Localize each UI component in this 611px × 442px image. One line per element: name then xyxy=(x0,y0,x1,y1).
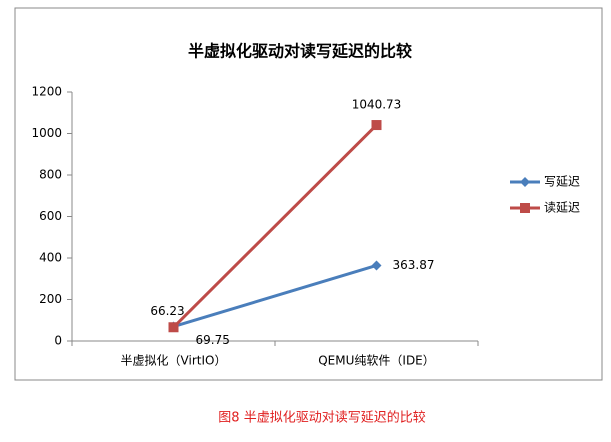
legend-marker xyxy=(520,177,530,187)
y-tick-label: 1200 xyxy=(31,85,62,99)
data-label: 1040.73 xyxy=(352,98,402,112)
y-tick-label: 1000 xyxy=(31,126,62,140)
data-label: 363.87 xyxy=(393,258,435,272)
caption: 图8 半虚拟化驱动对读写延迟的比较 xyxy=(218,410,425,426)
legend-marker xyxy=(520,203,530,213)
legend-label: 写延迟 xyxy=(544,175,580,189)
x-tick-label: QEMU纯软件（IDE） xyxy=(318,354,435,368)
point xyxy=(371,120,382,131)
data-label: 69.75 xyxy=(196,333,230,347)
y-tick-label: 200 xyxy=(39,292,62,306)
data-label: 66.23 xyxy=(150,304,184,318)
x-tick-label: 半虚拟化（VirtIO） xyxy=(121,354,227,368)
y-tick-label: 0 xyxy=(54,334,62,348)
legend-label: 读延迟 xyxy=(544,201,580,215)
chart-title: 半虚拟化驱动对读写延迟的比较 xyxy=(188,42,412,61)
point xyxy=(371,260,382,271)
series-line xyxy=(173,264,377,328)
y-tick-label: 600 xyxy=(39,209,62,223)
series-line xyxy=(172,123,378,329)
y-tick-label: 800 xyxy=(39,168,62,182)
point xyxy=(168,322,179,333)
y-tick-label: 400 xyxy=(39,251,62,265)
